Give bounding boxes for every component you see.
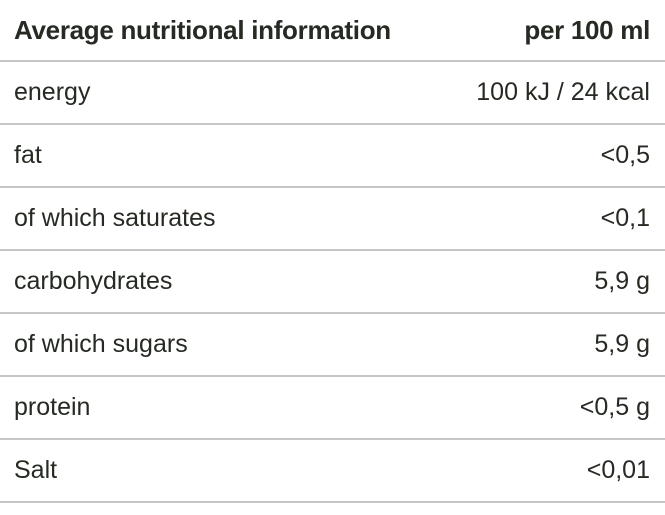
table-header-row: Average nutritional information per 100 … — [0, 0, 665, 62]
row-value: 5,9 g — [594, 267, 650, 295]
row-label: carbohydrates — [14, 267, 173, 295]
row-label: energy — [14, 78, 91, 106]
row-value: <0,1 — [600, 204, 650, 232]
table-row-energy: energy 100 kJ / 24 kcal — [0, 62, 665, 125]
table-title: Average nutritional information — [14, 15, 391, 45]
nutrition-table: Average nutritional information per 100 … — [0, 0, 665, 503]
table-row-carbohydrates: carbohydrates 5,9 g — [0, 251, 665, 314]
table-row-protein: protein <0,5 g — [0, 377, 665, 440]
row-value: <0,5 — [600, 141, 650, 169]
table-unit-header: per 100 ml — [524, 15, 650, 45]
row-value: 5,9 g — [594, 330, 650, 358]
row-label: of which sugars — [14, 330, 188, 358]
table-row-salt: Salt <0,01 — [0, 440, 665, 503]
row-label: of which saturates — [14, 204, 216, 232]
row-value: <0,01 — [586, 456, 650, 484]
row-label: fat — [14, 141, 42, 169]
row-value: <0,5 g — [579, 393, 650, 421]
row-value: 100 kJ / 24 kcal — [476, 78, 650, 106]
row-label: protein — [14, 393, 91, 421]
row-label: Salt — [14, 456, 58, 484]
table-row-fat: fat <0,5 — [0, 125, 665, 188]
table-row-saturates: of which saturates <0,1 — [0, 188, 665, 251]
table-row-sugars: of which sugars 5,9 g — [0, 314, 665, 377]
